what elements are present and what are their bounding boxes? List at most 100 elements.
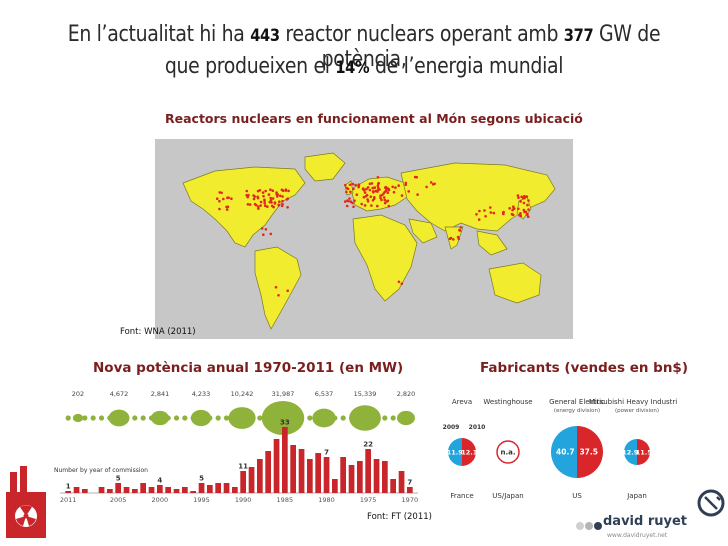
reactor-dot: [387, 187, 390, 191]
reactor-dot: [449, 236, 453, 240]
reactor-dot: [366, 186, 370, 189]
half-circle-2010: [462, 438, 476, 466]
bar-year: [390, 479, 396, 493]
bar-year: [107, 489, 113, 493]
company-name: Areva: [452, 398, 472, 406]
reactor-dot: [371, 186, 374, 190]
reactor-dot: [281, 199, 284, 203]
capacity-dot: [157, 415, 163, 421]
reactor-dot: [511, 213, 515, 217]
reactor-dot: [457, 237, 461, 241]
headline-line-2: que produeixen el 14% de l’energia mundi…: [164, 54, 564, 79]
reactor-dot: [508, 207, 512, 210]
capacity-dot: [373, 415, 380, 421]
reactor-dot: [245, 189, 249, 193]
reactor-dot: [397, 184, 400, 187]
reactor-dot: [373, 186, 377, 189]
bar-value-label: 7: [324, 449, 329, 457]
reactor-dot: [475, 213, 478, 216]
bar-value-label: 5: [199, 475, 204, 483]
reactor-dot: [255, 203, 258, 207]
capacity-dot: [107, 415, 113, 421]
reactor-dot: [525, 195, 529, 198]
headline-gw: 377: [563, 26, 594, 46]
reactor-dot: [425, 185, 428, 189]
capacity-dot: [273, 415, 280, 421]
reactor-dot: [230, 197, 233, 200]
reactor-dot: [370, 182, 374, 185]
landmass-north-america: [182, 166, 306, 248]
reactor-dot: [267, 193, 271, 196]
reactor-dot: [383, 201, 387, 205]
landmass-arabia: [408, 218, 438, 244]
brand-name: david ruyet: [603, 514, 688, 529]
capacity-dot: [140, 415, 146, 421]
reactor-dot: [218, 199, 221, 203]
bar-year: [115, 483, 121, 493]
reactor-dot: [370, 204, 373, 207]
reactor-dot: [352, 187, 355, 191]
reactor-dot: [385, 200, 389, 203]
world-map: [182, 152, 556, 330]
x-tick-label: 1990: [235, 496, 252, 504]
reactor-dot: [407, 190, 410, 193]
reactor-dot: [257, 205, 260, 208]
brand-url: www.davidruyet.net: [607, 532, 668, 539]
reactor-dot: [286, 206, 289, 209]
reactor-dot: [502, 212, 505, 216]
landmass-southeast-asia: [476, 230, 508, 256]
reactor-dot: [269, 198, 273, 202]
reactor-dot: [266, 205, 269, 208]
capacity-dot: [207, 415, 213, 421]
reactor-dot: [256, 195, 259, 199]
reactor-dot: [458, 228, 461, 232]
bar-year: [248, 467, 255, 493]
capacity-dot: [282, 415, 288, 421]
reactor-dot: [218, 207, 221, 211]
reactor-dot: [513, 207, 516, 210]
reactor-dot: [483, 209, 486, 212]
reactor-dot: [218, 191, 221, 194]
ft-source: Font: FT (2011): [367, 512, 432, 522]
bar-year: [140, 483, 146, 493]
reactor-dot: [362, 195, 366, 199]
x-tick-label: 2000: [152, 496, 169, 504]
bar-year: [123, 487, 130, 493]
capacity-dot: [148, 415, 155, 421]
reactor-dot: [371, 190, 375, 193]
reactor-dot: [521, 196, 525, 200]
capacity-dot: [182, 415, 188, 421]
capacity-label: 4,672: [110, 390, 129, 398]
bar-year: [307, 459, 313, 493]
reactor-dot: [384, 187, 388, 190]
capacity-dot: [265, 415, 271, 421]
reactor-dot: [416, 193, 419, 196]
capacity-dot: [173, 415, 180, 421]
value-2009: 11.9: [447, 449, 464, 457]
reactor-dot: [286, 197, 289, 200]
value-2009: 40.7: [556, 448, 575, 457]
reactor-dot: [391, 185, 394, 189]
reactor-dot: [376, 176, 380, 179]
reactor-dot: [277, 294, 280, 297]
capacity-dot: [240, 415, 246, 421]
makers-chart-title: Fabricants (vendes en bn$): [480, 360, 688, 376]
value-2009: 12.9: [622, 449, 639, 457]
x-tick-label: 2011: [60, 496, 77, 504]
reactor-dot: [226, 196, 229, 200]
capacity-dot: [257, 415, 263, 421]
bar-year: [398, 471, 405, 493]
reactor-dot: [348, 197, 351, 200]
reactor-dot: [225, 208, 229, 211]
year-label-2010: 2010: [469, 424, 486, 431]
reactor-dot: [517, 207, 520, 211]
reactor-dot: [518, 214, 521, 217]
bar-year: [98, 487, 105, 493]
reactor-dot: [259, 204, 262, 207]
bar-year: [165, 487, 171, 493]
company-name: Mitsubishi Heavy Industries: [589, 398, 677, 406]
reactor-dot: [492, 211, 496, 215]
reactor-dot: [387, 204, 391, 208]
capacity-label: 10,242: [231, 390, 254, 398]
reactor-dot: [382, 196, 386, 199]
